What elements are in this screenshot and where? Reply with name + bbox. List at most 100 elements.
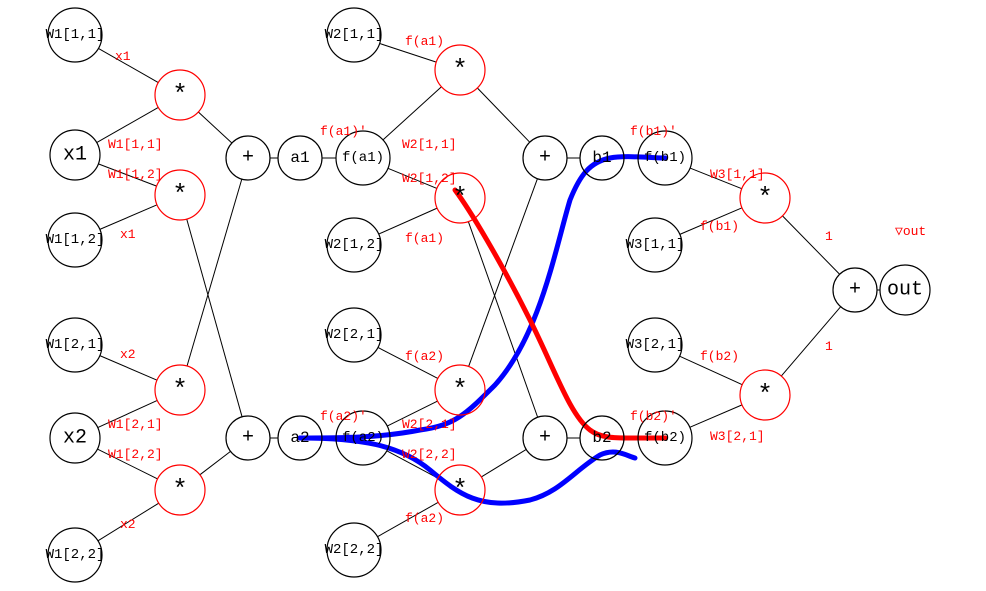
node-label-w221: W2[2,1] (325, 327, 384, 343)
node-m21: * (155, 365, 205, 415)
node-pb1: + (523, 136, 567, 180)
edge-w112-m12 (100, 205, 157, 230)
node-label-m12: * (172, 180, 188, 210)
edge-label-14: f(a2) (405, 349, 444, 364)
node-x1: x1 (50, 130, 100, 180)
edge-m211-pb1 (477, 88, 529, 142)
node-m211: * (435, 45, 485, 95)
edge-label-18: f(b1)' (630, 124, 677, 139)
edge-label-16: W2[2,2] (402, 447, 457, 462)
edge-m222-pb2 (481, 449, 526, 476)
node-out: out (880, 265, 930, 315)
edge-label-13: f(a1) (405, 231, 444, 246)
node-w311: W3[1,1] (626, 218, 685, 272)
edge-label-5: W1[2,1] (108, 417, 163, 432)
node-m11: * (155, 70, 205, 120)
node-label-m31: * (757, 183, 773, 213)
node-label-p2: + (242, 427, 254, 450)
node-label-pout: + (849, 279, 861, 302)
edge-m11-p1 (198, 112, 232, 143)
node-w211: W2[1,1] (325, 8, 384, 62)
edge-fa1-m211 (383, 87, 441, 140)
node-label-w321: W3[2,1] (626, 337, 685, 353)
edge-label-4: x2 (120, 347, 136, 362)
node-p2: + (226, 416, 270, 460)
edge-m12-p2 (187, 219, 242, 417)
node-fa1: f(a1) (336, 131, 390, 185)
edge-m22-p2 (200, 451, 231, 474)
node-label-m32: * (757, 380, 773, 410)
node-label-b2: b2 (592, 429, 611, 447)
edge-label-8: f(a1)' (320, 124, 367, 139)
node-a1: a1 (278, 136, 322, 180)
edge-label-25: 1 (825, 339, 833, 354)
node-label-w212: W2[1,2] (325, 237, 384, 253)
edge-label-2: W1[1,2] (108, 167, 163, 182)
highlight-path-0 (300, 157, 665, 438)
nodes-layer: W1[1,1] x1 W1[1,2] W1[2,1] x2 W1[2,2] * * * * + + a1… (46, 8, 930, 582)
edge-label-20: W3[1,1] (710, 167, 765, 182)
node-label-w112: W1[1,2] (46, 232, 105, 248)
node-w112: W1[1,2] (46, 213, 105, 267)
node-label-w121: W1[2,1] (46, 337, 105, 353)
edge-label-1: W1[1,1] (108, 137, 163, 152)
node-w222: W2[2,2] (325, 523, 384, 577)
node-label-fa1: f(a1) (342, 150, 384, 166)
node-w121: W1[2,1] (46, 318, 105, 372)
node-w122: W1[2,2] (46, 528, 105, 582)
node-label-a1: a1 (290, 149, 309, 167)
edge-label-12: W2[1,2] (402, 171, 457, 186)
edge-label-11: W2[1,1] (402, 137, 457, 152)
node-label-m11: * (172, 80, 188, 110)
node-w212: W2[1,2] (325, 218, 384, 272)
node-label-b1: b1 (592, 149, 611, 167)
edge-label-26: ▽out (895, 224, 926, 239)
node-label-fa2: f(a2) (342, 430, 384, 446)
edge-fb2-m32 (690, 405, 742, 427)
edge-label-15: W2[2,1] (402, 417, 457, 432)
node-m22: * (155, 465, 205, 515)
node-label-m212: * (452, 183, 468, 213)
node-label-w311: W3[1,1] (626, 237, 685, 253)
node-label-m222: * (452, 475, 468, 505)
neural-network-diagram: W1[1,1] x1 W1[1,2] W1[2,1] x2 W1[2,2] * * * * + + a1… (0, 0, 986, 591)
edges-layer (97, 43, 880, 540)
edge-label-9: f(a2)' (320, 409, 367, 424)
node-label-m22: * (172, 475, 188, 505)
edge-m31-pout (782, 216, 839, 274)
edge-label-7: x2 (120, 517, 136, 532)
node-label-a2: a2 (290, 429, 309, 447)
node-label-x2: x2 (63, 427, 87, 450)
node-x2: x2 (50, 413, 100, 463)
node-label-m211: * (452, 55, 468, 85)
edge-label-3: x1 (120, 227, 136, 242)
edge-label-19: f(b2)' (630, 409, 677, 424)
node-label-m221: * (452, 375, 468, 405)
node-label-w111: W1[1,1] (46, 27, 105, 43)
edge-label-23: W3[2,1] (710, 429, 765, 444)
edge-label-24: 1 (825, 229, 833, 244)
edge-label-21: f(b1) (700, 219, 739, 234)
edge-m21-p1 (187, 179, 242, 366)
node-pout: + (833, 268, 877, 312)
node-w221: W2[2,1] (325, 308, 384, 362)
node-label-fb1: f(b1) (644, 150, 686, 166)
node-fb1: f(b1) (638, 131, 692, 185)
edge-label-0: x1 (115, 49, 131, 64)
node-w111: W1[1,1] (46, 8, 105, 62)
edge-labels-layer: x1 W1[1,1] W1[1,2] x1 x2 W1[2,1] W1[2,2] x2 f(a1… (108, 34, 926, 532)
node-w321: W3[2,1] (626, 318, 685, 372)
node-label-w122: W1[2,2] (46, 547, 105, 563)
node-label-pb1: + (539, 147, 551, 170)
edge-label-22: f(b2) (700, 349, 739, 364)
node-p1: + (226, 136, 270, 180)
node-label-m21: * (172, 375, 188, 405)
node-label-pb2: + (539, 427, 551, 450)
node-m32: * (740, 370, 790, 420)
edge-label-10: f(a1) (405, 34, 444, 49)
node-m221: * (435, 365, 485, 415)
node-label-p1: + (242, 147, 254, 170)
node-label-x1: x1 (63, 144, 87, 167)
node-pb2: + (523, 416, 567, 460)
edge-label-6: W1[2,2] (108, 447, 163, 462)
